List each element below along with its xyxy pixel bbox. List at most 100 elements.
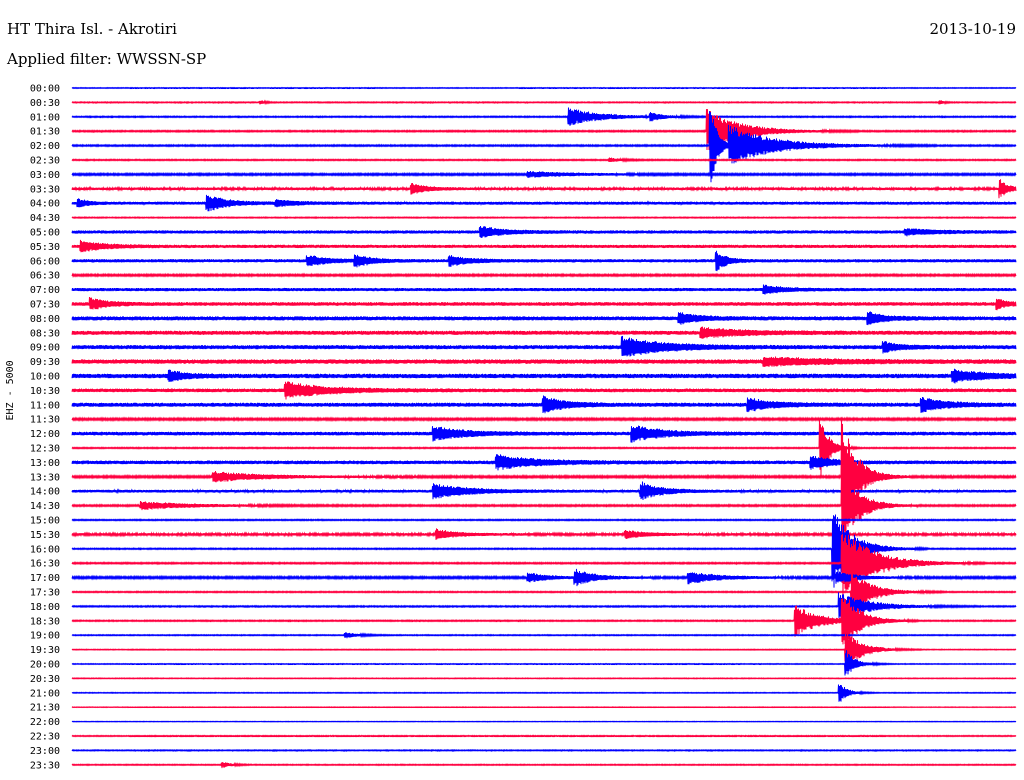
trace-line: [71, 272, 1017, 278]
row-label: 19:00: [30, 631, 60, 642]
trace-line: [71, 416, 1017, 423]
row-label: 08:00: [30, 314, 60, 325]
row-label: 17:00: [30, 573, 60, 584]
trace-line: [71, 518, 1017, 522]
trace-line: [71, 481, 1017, 500]
trace-line: [71, 171, 1017, 179]
trace-line: [71, 533, 1017, 599]
row-label: 06:00: [30, 256, 60, 267]
row-label: 10:30: [30, 386, 60, 397]
row-label: 21:30: [30, 703, 60, 714]
row-label: 05:00: [30, 228, 60, 239]
trace-line: [71, 109, 1017, 151]
row-label: 07:30: [30, 300, 60, 311]
trace-line: [71, 368, 1017, 384]
row-labels: 00:00 00:30 01:00 01:30 02:00 02:30 03:00 03:30…: [30, 84, 60, 772]
row-label: 16:30: [30, 559, 60, 570]
trace-line: [71, 156, 1017, 163]
trace-line: [71, 720, 1017, 723]
trace-line: [71, 335, 1017, 357]
trace-line: [71, 528, 1017, 540]
trace-line: [71, 215, 1017, 220]
row-label: 01:30: [30, 127, 60, 138]
trace-line: [71, 748, 1017, 753]
row-label: 12:00: [30, 429, 60, 440]
station-title: HT Thira Isl. - Akrotiri: [7, 20, 177, 38]
trace-line: [71, 761, 1017, 769]
row-label: 14:00: [30, 487, 60, 498]
row-label: 21:00: [30, 688, 60, 699]
trace-line: [71, 107, 1017, 126]
row-label: 01:00: [30, 112, 60, 123]
trace-line: [71, 598, 1017, 645]
trace-line: [71, 194, 1017, 212]
row-label: 04:00: [30, 199, 60, 210]
row-label: 15:00: [30, 516, 60, 527]
trace-line: [71, 395, 1017, 414]
date-label: 2013-10-19: [929, 20, 1016, 38]
trace-line: [71, 311, 1017, 326]
row-label: 05:30: [30, 242, 60, 253]
row-label: 18:30: [30, 616, 60, 627]
row-label: 11:00: [30, 400, 60, 411]
row-label: 07:00: [30, 285, 60, 296]
trace-line: [71, 99, 1017, 106]
row-label: 11:30: [30, 415, 60, 426]
trace-line: [71, 632, 1017, 668]
trace-line: [71, 179, 1017, 199]
filter-label: Applied filter: WWSSN-SP: [7, 50, 207, 68]
row-label: 20:00: [30, 660, 60, 671]
row-label: 00:30: [30, 98, 60, 109]
trace-line: [71, 326, 1017, 339]
trace-line: [71, 568, 1017, 587]
trace-line: [71, 706, 1017, 709]
trace-line: [71, 632, 1017, 639]
trace-line: [71, 86, 1017, 90]
row-label: 13:00: [30, 458, 60, 469]
row-label: 16:00: [30, 544, 60, 555]
trace-line: [71, 592, 1017, 621]
trace-line: [71, 111, 1017, 183]
trace-line: [71, 425, 1017, 443]
trace-line: [71, 677, 1017, 680]
row-label: 03:00: [30, 170, 60, 181]
row-label: 17:30: [30, 588, 60, 599]
row-label: 06:30: [30, 271, 60, 282]
trace-line: [71, 465, 1017, 543]
row-label: 20:30: [30, 674, 60, 685]
trace-line: [71, 225, 1017, 238]
trace-line: [71, 239, 1017, 253]
row-label: 15:30: [30, 530, 60, 541]
trace-line: [71, 514, 1017, 588]
row-label: 08:30: [30, 328, 60, 339]
trace-line: [71, 572, 1017, 615]
trace-line: [71, 684, 1017, 702]
trace-line: [71, 250, 1017, 272]
row-label: 23:30: [30, 760, 60, 771]
row-label: 22:00: [30, 717, 60, 728]
row-label: 10:00: [30, 372, 60, 383]
row-label: 09:30: [30, 357, 60, 368]
traces: [71, 86, 1017, 769]
trace-line: [71, 650, 1017, 676]
trace-line: [71, 296, 1017, 311]
row-label: 02:30: [30, 156, 60, 167]
row-label: 14:30: [30, 501, 60, 512]
trace-line: [71, 381, 1017, 400]
trace-line: [71, 734, 1017, 738]
row-label: 13:30: [30, 472, 60, 483]
row-label: 09:00: [30, 343, 60, 354]
row-label: 18:00: [30, 602, 60, 613]
trace-line: [71, 284, 1017, 295]
row-label: 04:30: [30, 213, 60, 224]
row-label: 23:00: [30, 746, 60, 757]
trace-line: [71, 356, 1017, 367]
row-label: 02:00: [30, 141, 60, 152]
row-label: 12:30: [30, 444, 60, 455]
row-label: 00:00: [30, 84, 60, 95]
trace-line: [71, 419, 1017, 477]
trace-line: [71, 417, 1017, 531]
row-label: 19:30: [30, 645, 60, 656]
row-label: 22:30: [30, 732, 60, 743]
